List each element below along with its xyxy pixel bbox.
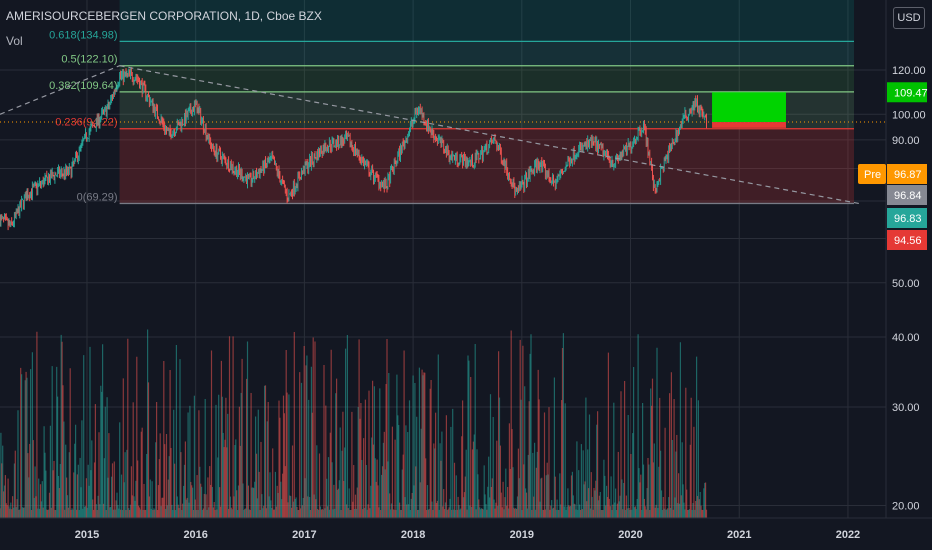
fib-level-label: 0.618(134.98) (49, 29, 118, 41)
price-tag-label: 96.84 (894, 190, 922, 202)
position-profit-zone (712, 92, 786, 123)
premarket-label: Pre (864, 169, 881, 181)
price-tick-label: 50.00 (892, 278, 920, 290)
price-tag-label: 94.56 (894, 235, 922, 247)
price-tick-label: 90.00 (892, 135, 920, 147)
price-tick-label: 20.00 (892, 501, 920, 513)
price-tag (887, 164, 927, 184)
fib-level-label: 0.236(94.22) (55, 117, 117, 129)
price-tag-label: 96.87 (894, 169, 922, 181)
price-tag (887, 208, 927, 228)
time-tick-label: 2018 (401, 529, 425, 541)
time-tick-label: 2016 (183, 529, 207, 541)
currency-button[interactable]: USD (893, 7, 925, 29)
trend-line (0, 65, 120, 115)
time-tick-label: 2015 (75, 529, 99, 541)
price-tag (887, 82, 927, 103)
fib-zone (119, 128, 854, 204)
time-tick-label: 2020 (618, 529, 642, 541)
price-tag (887, 230, 927, 250)
time-tick-label: 2022 (836, 529, 860, 541)
fib-zone (119, 0, 854, 42)
volume-indicator-label[interactable]: Vol (6, 34, 23, 48)
price-tag-label: 96.83 (894, 213, 922, 225)
price-tick-label: 30.00 (892, 402, 920, 414)
fib-level-label: 0.5(122.10) (61, 54, 117, 66)
time-tick-label: 2021 (727, 529, 751, 541)
time-tick-label: 2019 (510, 529, 534, 541)
time-tick-label: 2017 (292, 529, 316, 541)
premarket-tag (858, 164, 886, 184)
fib-level-label: 0.382(109.64) (49, 80, 118, 92)
symbol-title: AMERISOURCEBERGEN CORPORATION, 1D, Cboe … (6, 9, 322, 23)
price-tag (887, 185, 927, 205)
fib-zone (119, 65, 854, 92)
candles (0, 67, 707, 231)
price-tick-label: 100.00 (892, 109, 926, 121)
position-stop-zone (712, 122, 786, 128)
price-tag-label: 109.47 (894, 87, 928, 99)
fib-zone (119, 41, 854, 66)
price-tick-label: 40.00 (892, 332, 920, 344)
volume-bars (0, 329, 708, 518)
time-axis (0, 518, 932, 550)
fib-level-label: 0(69.29) (77, 191, 118, 203)
price-tick-label: 120.00 (892, 65, 926, 77)
